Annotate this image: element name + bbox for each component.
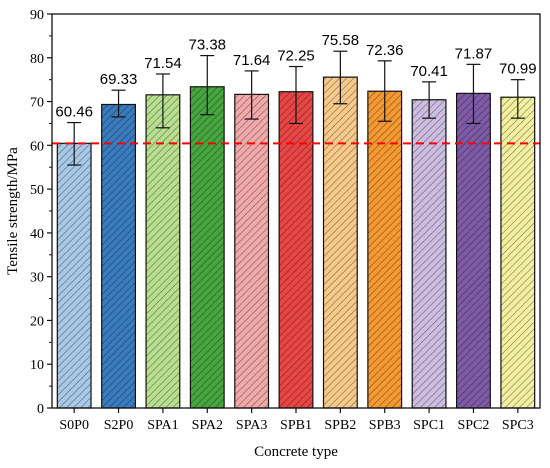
x-tick-label-spc1: SPC1: [413, 418, 445, 433]
x-tick-label-spa3: SPA3: [236, 418, 267, 433]
y-tick-label: 20: [30, 314, 44, 329]
x-tick-label-spa1: SPA1: [147, 418, 178, 433]
x-tick-label-spb3: SPB3: [369, 418, 401, 433]
x-tick-label-s0p0: S0P0: [59, 418, 89, 433]
data-label-spa1: 71.54: [144, 55, 182, 72]
bar-spb3: [367, 90, 403, 409]
data-label-s2p0: 69.33: [100, 71, 138, 88]
y-tick-label: 50: [30, 183, 44, 198]
label-layer: 60.46 S0P0 69.33 S2P0 71.54 SPA1 73.38 SPA2 71.6…: [30, 8, 537, 433]
x-tick-label-spc3: SPC3: [502, 418, 534, 433]
y-tick-label: 10: [30, 358, 44, 373]
data-label-spb3: 72.36: [366, 42, 404, 59]
x-tick-label-spa2: SPA2: [192, 418, 223, 433]
data-label-spb2: 75.58: [322, 32, 360, 49]
data-label-spa2: 73.38: [188, 37, 226, 54]
bar-spc2: [455, 92, 491, 409]
y-tick-label: 90: [30, 8, 44, 23]
bar-spa2: [189, 86, 225, 409]
bar-spb2: [322, 76, 358, 409]
bar-spc3: [500, 96, 536, 409]
bar-spb1: [278, 91, 314, 409]
axis-layer: [47, 13, 541, 413]
y-tick-label: 40: [30, 227, 44, 242]
bar-spa1: [145, 94, 181, 409]
data-label-spc2: 71.87: [455, 45, 493, 62]
bar-s0p0: [56, 142, 92, 409]
data-label-spc1: 70.41: [410, 63, 448, 80]
y-axis-title: Tensile strength/MPa: [5, 147, 21, 275]
y-tick-label: 70: [30, 96, 44, 111]
y-tick-label: 60: [30, 139, 44, 154]
y-tick-label: 80: [30, 52, 44, 67]
x-tick-label-spb1: SPB1: [280, 418, 312, 433]
x-tick-label-s2p0: S2P0: [104, 418, 134, 433]
bars-layer: [56, 50, 536, 409]
y-tick-label: 0: [37, 402, 44, 417]
bar-spc1: [411, 99, 447, 409]
x-tick-label-spc2: SPC2: [457, 418, 489, 433]
data-label-spc3: 70.99: [499, 61, 537, 78]
data-label-spb1: 72.25: [277, 48, 315, 65]
data-label-spa3: 71.64: [233, 52, 271, 69]
x-tick-label-spb2: SPB2: [324, 418, 356, 433]
bar-spa3: [234, 93, 270, 409]
y-tick-label: 30: [30, 271, 44, 286]
x-axis-title: Concrete type: [254, 444, 338, 460]
bar-s2p0: [101, 103, 137, 409]
data-label-s0p0: 60.46: [55, 104, 93, 121]
